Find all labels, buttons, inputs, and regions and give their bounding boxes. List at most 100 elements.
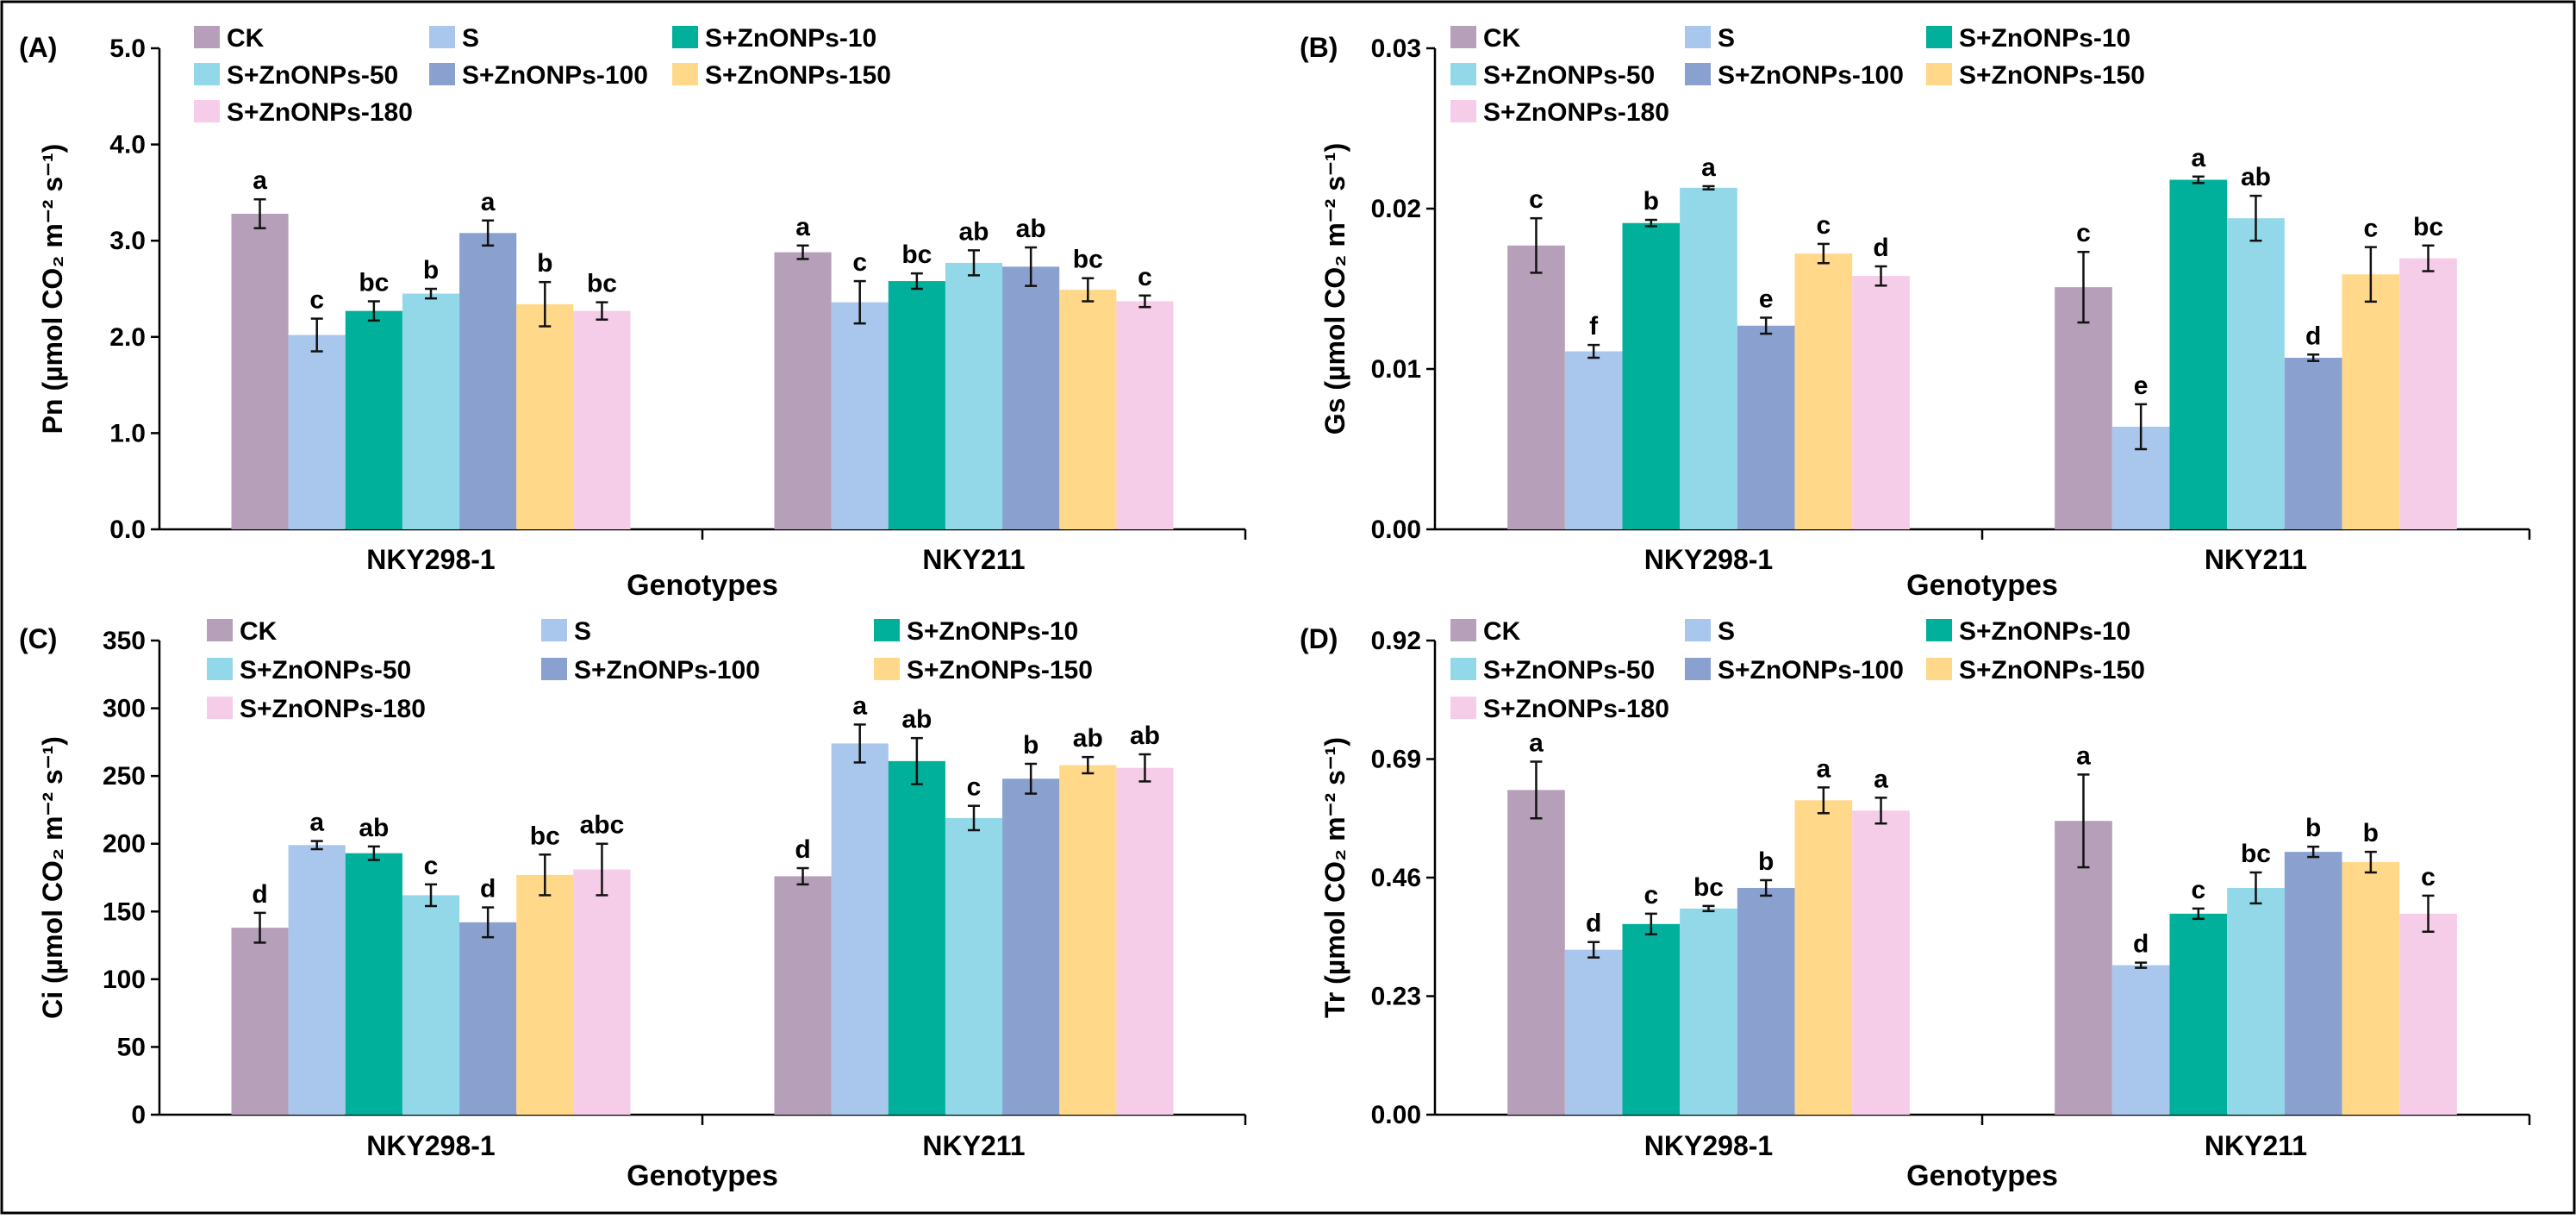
legend-swatch [541,658,567,680]
y-tick-label: 1.0 [109,419,146,447]
legend-item: S [1685,24,1735,53]
significance-letter: ab [958,217,989,246]
category-label: NKY211 [2205,544,2307,575]
bar [2111,965,2170,1115]
legend-label: S+ZnONPs-100 [1718,656,1904,685]
bar [288,845,346,1115]
bar [888,281,945,529]
significance-letter: bc [530,822,560,850]
bar [402,293,460,529]
y-axis-title: Ci (µmol CO₂ m⁻² s⁻¹) [37,736,68,1019]
significance-letter: d [2305,322,2321,350]
bar [288,334,346,529]
bar [1116,301,1174,529]
legend-swatch [194,100,220,122]
legend-label: S+ZnONPs-10 [907,617,1078,646]
bar [2342,862,2400,1115]
bar [1116,767,1174,1115]
significance-letter: bc [587,270,617,298]
y-tick-label: 3.0 [109,227,146,255]
legend-swatch [1450,26,1476,48]
legend-label: CK [1483,24,1521,53]
legend-item: S+ZnONPs-180 [207,695,426,723]
legend-item: S+ZnONPs-50 [194,61,398,90]
significance-letter: ab [1073,724,1103,753]
category-label: NKY298-1 [366,544,495,575]
legend-item: S [429,24,479,53]
legend-label: S+ZnONPs-50 [1483,61,1655,90]
bar [1852,810,1910,1115]
significance-letter: f [1589,312,1599,341]
y-tick-label: 0.02 [1371,195,1421,223]
y-tick-label: 200 [103,830,146,859]
legend-swatch [1685,619,1711,641]
significance-letter: d [1873,234,1888,262]
significance-letter: c [967,773,982,802]
bar [2055,287,2112,529]
significance-letter: abc [580,811,625,840]
category-label: NKY298-1 [1644,544,1773,575]
significance-letter: c [2364,215,2379,243]
significance-letter: c [1529,185,1544,214]
legend-swatch [429,63,455,85]
significance-letter: c [1817,211,1831,240]
legend-swatch [1450,697,1476,719]
y-tick-label: 250 [103,762,146,791]
legend-label: S+ZnONPs-150 [705,61,891,90]
legend-item: S+ZnONPs-150 [1926,61,2145,90]
bar [945,817,1003,1115]
bar [1737,887,1795,1115]
legend-swatch [1450,619,1476,641]
bar [516,303,574,529]
y-tick-label: 0.0 [109,516,146,544]
x-axis-title: Genotypes [1906,1160,2058,1192]
legend-label: S+ZnONPs-10 [1959,24,2130,53]
y-tick-label: 50 [117,1033,146,1061]
bar [1564,351,1623,529]
x-axis-title: Genotypes [627,1160,778,1192]
category-label: NKY211 [922,544,1025,575]
bar [345,310,402,529]
y-tick-label: 150 [103,897,146,926]
legend-swatch [194,63,220,85]
bar [774,876,832,1115]
legend-swatch [1926,63,1952,85]
legend-label: S [574,617,591,646]
bar [1564,949,1623,1115]
panel-label: (C) [19,623,57,654]
legend-label: S+ZnONPs-10 [705,24,876,53]
legend-item: S+ZnONPs-180 [1450,98,1669,127]
significance-letter: d [795,835,810,864]
y-tick-label: 0.23 [1371,983,1421,1011]
significance-letter: b [1644,187,1659,216]
legend-item: S+ZnONPs-150 [672,61,891,90]
bar [402,895,460,1115]
y-tick-label: 0.69 [1371,746,1421,774]
category-label: NKY298-1 [1644,1130,1773,1161]
bar [516,874,574,1115]
legend-swatch [1450,63,1476,85]
significance-letter: bc [2241,840,2271,868]
legend-item: S+ZnONPs-150 [1926,656,2145,685]
bar [231,213,289,529]
legend-item: S+ZnONPs-180 [1450,695,1669,723]
legend-item: S+ZnONPs-180 [194,98,413,127]
significance-letter: b [2305,814,2321,842]
bar [2342,274,2400,529]
legend-item: S+ZnONPs-50 [1450,61,1655,90]
legend-label: S+ZnONPs-50 [1483,656,1655,685]
legend-label: CK [1483,617,1521,646]
significance-letter: d [1586,910,1601,938]
significance-letter: a [253,166,267,195]
bar [2399,258,2457,529]
legend-label: S+ZnONPs-10 [1959,617,2130,646]
significance-letter: b [423,256,439,284]
panel-label: (D) [1300,623,1338,654]
legend-swatch [207,697,233,719]
legend-item: S+ZnONPs-10 [874,617,1078,646]
y-tick-label: 0 [131,1101,146,1129]
significance-letter: d [480,875,496,903]
significance-letter: a [2191,144,2205,172]
